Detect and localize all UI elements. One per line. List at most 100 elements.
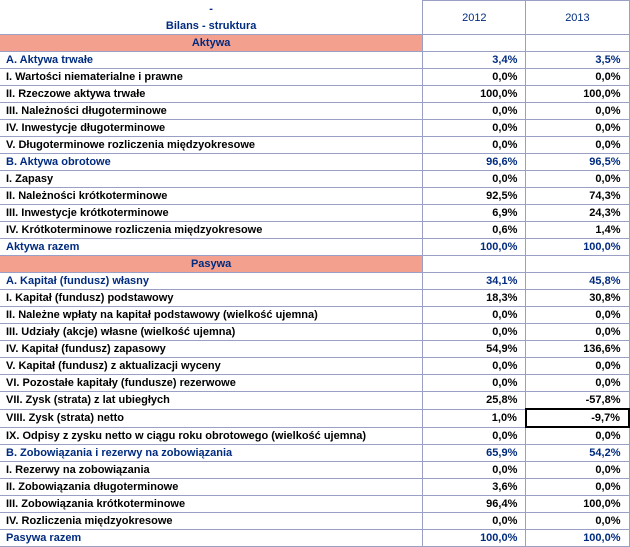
row-value-y1: 18,3% — [423, 290, 526, 307]
table-row: B. Aktywa obrotowe96,6%96,5% — [0, 154, 629, 171]
row-value-y2: -9,7% — [526, 409, 629, 427]
table-row: III. Inwestycje krótkoterminowe6,9%24,3% — [0, 205, 629, 222]
table-row: I. Wartości niematerialne i prawne0,0%0,… — [0, 69, 629, 86]
row-value-y2: 54,2% — [526, 445, 629, 462]
row-value-y1: 0,0% — [423, 324, 526, 341]
row-value-y2: 0,0% — [526, 427, 629, 445]
table-row: IX. Odpisy z zysku netto w ciągu roku ob… — [0, 427, 629, 445]
row-label: IV. Kapitał (fundusz) zapasowy — [0, 341, 423, 358]
table-row: III. Udziały (akcje) własne (wielkość uj… — [0, 324, 629, 341]
row-value-y1: 0,0% — [423, 137, 526, 154]
row-label: V. Długoterminowe rozliczenia międzyokre… — [0, 137, 423, 154]
row-label: Aktywa razem — [0, 239, 423, 256]
row-value-y1: 96,6% — [423, 154, 526, 171]
row-value-y2: 0,0% — [526, 69, 629, 86]
table-row: I. Rezerwy na zobowiązania0,0%0,0% — [0, 462, 629, 479]
row-label: III. Zobowiązania krótkoterminowe — [0, 496, 423, 513]
row-label: B. Aktywa obrotowe — [0, 154, 423, 171]
table-row: I. Zapasy0,0%0,0% — [0, 171, 629, 188]
row-label: A. Kapitał (fundusz) własny — [0, 273, 423, 290]
empty-cell — [526, 256, 629, 273]
row-value-y1: 92,5% — [423, 188, 526, 205]
row-value-y2: 45,8% — [526, 273, 629, 290]
row-label: IV. Krótkoterminowe rozliczenia międzyok… — [0, 222, 423, 239]
row-label: VI. Pozostałe kapitały (fundusze) rezerw… — [0, 375, 423, 392]
table-row: II. Zobowiązania długoterminowe3,6%0,0% — [0, 479, 629, 496]
row-value-y2: 24,3% — [526, 205, 629, 222]
row-value-y1: 0,0% — [423, 69, 526, 86]
empty-cell — [423, 256, 526, 273]
row-value-y2: 0,0% — [526, 171, 629, 188]
row-label: VII. Zysk (strata) z lat ubiegłych — [0, 392, 423, 410]
row-value-y1: 6,9% — [423, 205, 526, 222]
row-value-y1: 100,0% — [423, 86, 526, 103]
row-label: III. Udziały (akcje) własne (wielkość uj… — [0, 324, 423, 341]
empty-cell — [526, 35, 629, 52]
row-value-y2: 100,0% — [526, 239, 629, 256]
row-value-y2: 100,0% — [526, 86, 629, 103]
row-label: II. Rzeczowe aktywa trwałe — [0, 86, 423, 103]
row-label: IX. Odpisy z zysku netto w ciągu roku ob… — [0, 427, 423, 445]
row-value-y1: 96,4% — [423, 496, 526, 513]
row-value-y1: 0,0% — [423, 103, 526, 120]
table-row: IV. Inwestycje długoterminowe0,0%0,0% — [0, 120, 629, 137]
row-value-y2: 0,0% — [526, 462, 629, 479]
row-label: A. Aktywa trwałe — [0, 52, 423, 69]
row-label: I. Rezerwy na zobowiązania — [0, 462, 423, 479]
table-row: A. Kapitał (fundusz) własny34,1%45,8% — [0, 273, 629, 290]
row-value-y2: 3,5% — [526, 52, 629, 69]
row-label: II. Zobowiązania długoterminowe — [0, 479, 423, 496]
row-value-y2: 100,0% — [526, 496, 629, 513]
table-row: V. Kapitał (fundusz) z aktualizacji wyce… — [0, 358, 629, 375]
table-row: II. Należne wpłaty na kapitał podstawowy… — [0, 307, 629, 324]
row-value-y1: 3,6% — [423, 479, 526, 496]
row-label: IV. Inwestycje długoterminowe — [0, 120, 423, 137]
row-value-y2: 0,0% — [526, 307, 629, 324]
row-label: III. Należności długoterminowe — [0, 103, 423, 120]
table-row: B. Zobowiązania i rezerwy na zobowiązani… — [0, 445, 629, 462]
balance-structure-table: - 2012 2013 Bilans - struktura AktywaA. … — [0, 0, 630, 547]
row-value-y2: 0,0% — [526, 513, 629, 530]
table-row: Aktywa razem100,0%100,0% — [0, 239, 629, 256]
row-value-y2: 1,4% — [526, 222, 629, 239]
table-row: II. Rzeczowe aktywa trwałe100,0%100,0% — [0, 86, 629, 103]
row-value-y2: 96,5% — [526, 154, 629, 171]
row-value-y1: 0,6% — [423, 222, 526, 239]
header-dash: - — [0, 1, 423, 18]
row-value-y1: 0,0% — [423, 462, 526, 479]
row-value-y2: 0,0% — [526, 375, 629, 392]
table-row: IV. Kapitał (fundusz) zapasowy54,9%136,6… — [0, 341, 629, 358]
table-row: I. Kapitał (fundusz) podstawowy18,3%30,8… — [0, 290, 629, 307]
row-value-y1: 65,9% — [423, 445, 526, 462]
table-row: VI. Pozostałe kapitały (fundusze) rezerw… — [0, 375, 629, 392]
row-label: II. Należności krótkoterminowe — [0, 188, 423, 205]
row-value-y1: 0,0% — [423, 375, 526, 392]
table-row: A. Aktywa trwałe3,4%3,5% — [0, 52, 629, 69]
row-label: IV. Rozliczenia międzyokresowe — [0, 513, 423, 530]
row-label: B. Zobowiązania i rezerwy na zobowiązani… — [0, 445, 423, 462]
row-label: I. Kapitał (fundusz) podstawowy — [0, 290, 423, 307]
table-row: III. Należności długoterminowe0,0%0,0% — [0, 103, 629, 120]
row-value-y1: 0,0% — [423, 513, 526, 530]
row-value-y1: 25,8% — [423, 392, 526, 410]
col-year-1: 2012 — [423, 1, 526, 35]
row-value-y2: 0,0% — [526, 120, 629, 137]
row-label: III. Inwestycje krótkoterminowe — [0, 205, 423, 222]
row-value-y2: 0,0% — [526, 324, 629, 341]
row-value-y1: 0,0% — [423, 358, 526, 375]
row-value-y2: 0,0% — [526, 358, 629, 375]
section-band: Aktywa — [0, 35, 423, 52]
row-value-y1: 100,0% — [423, 239, 526, 256]
row-label: I. Zapasy — [0, 171, 423, 188]
row-label: II. Należne wpłaty na kapitał podstawowy… — [0, 307, 423, 324]
row-value-y1: 0,0% — [423, 171, 526, 188]
table-row: III. Zobowiązania krótkoterminowe96,4%10… — [0, 496, 629, 513]
table-row: IV. Rozliczenia międzyokresowe0,0%0,0% — [0, 513, 629, 530]
row-value-y2: 74,3% — [526, 188, 629, 205]
row-value-y1: 34,1% — [423, 273, 526, 290]
col-year-2: 2013 — [526, 1, 629, 35]
row-value-y2: 30,8% — [526, 290, 629, 307]
empty-cell — [423, 35, 526, 52]
row-label: VIII. Zysk (strata) netto — [0, 409, 423, 427]
row-value-y2: 0,0% — [526, 103, 629, 120]
